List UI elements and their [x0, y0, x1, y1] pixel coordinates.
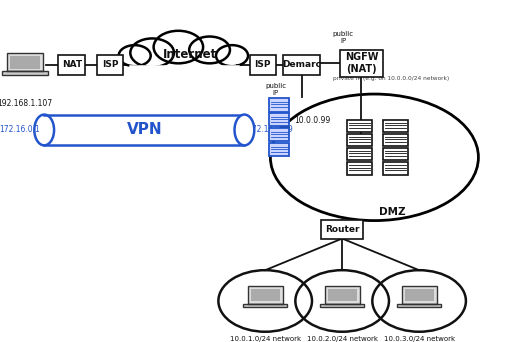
Text: Demarc: Demarc — [282, 61, 321, 69]
Text: private IP (e.g. on 10.0.0.0/24 network): private IP (e.g. on 10.0.0.0/24 network) — [333, 76, 449, 81]
FancyBboxPatch shape — [321, 220, 363, 239]
Circle shape — [119, 45, 151, 66]
Text: ISP: ISP — [254, 61, 271, 69]
FancyBboxPatch shape — [44, 115, 244, 145]
FancyBboxPatch shape — [97, 55, 123, 75]
FancyBboxPatch shape — [347, 148, 372, 160]
FancyBboxPatch shape — [10, 56, 40, 69]
Text: Router: Router — [325, 225, 359, 234]
FancyBboxPatch shape — [269, 113, 289, 127]
FancyBboxPatch shape — [347, 162, 372, 174]
Circle shape — [153, 31, 203, 63]
Circle shape — [216, 45, 248, 66]
Text: DMZ: DMZ — [379, 207, 406, 217]
FancyBboxPatch shape — [248, 287, 283, 304]
FancyBboxPatch shape — [328, 289, 357, 302]
FancyBboxPatch shape — [2, 71, 48, 75]
Circle shape — [189, 37, 230, 63]
FancyBboxPatch shape — [251, 289, 280, 302]
Ellipse shape — [235, 115, 254, 145]
Text: ISP: ISP — [102, 61, 119, 69]
FancyBboxPatch shape — [347, 120, 372, 132]
Text: 10.0.0.99: 10.0.0.99 — [294, 116, 331, 125]
FancyBboxPatch shape — [243, 304, 288, 307]
FancyBboxPatch shape — [320, 304, 364, 307]
FancyBboxPatch shape — [269, 98, 289, 111]
Text: VPN: VPN — [126, 122, 162, 137]
FancyBboxPatch shape — [250, 55, 276, 75]
Text: 172.16.0.99: 172.16.0.99 — [247, 126, 293, 134]
Text: 172.16.0.1: 172.16.0.1 — [0, 126, 40, 134]
Text: public
IP: public IP — [265, 83, 286, 96]
Text: 192.168.1.107: 192.168.1.107 — [0, 99, 53, 108]
Text: NGFW
(NAT): NGFW (NAT) — [345, 52, 378, 74]
FancyBboxPatch shape — [383, 162, 408, 174]
Text: NAT: NAT — [62, 61, 82, 69]
Text: Internet: Internet — [163, 48, 217, 61]
FancyBboxPatch shape — [397, 304, 441, 307]
FancyBboxPatch shape — [340, 50, 383, 77]
FancyBboxPatch shape — [324, 287, 360, 304]
FancyBboxPatch shape — [7, 53, 43, 71]
FancyBboxPatch shape — [401, 287, 437, 304]
FancyBboxPatch shape — [269, 143, 289, 156]
Text: 10.0.3.0/24 network: 10.0.3.0/24 network — [384, 336, 454, 342]
Text: 10.0.2.0/24 network: 10.0.2.0/24 network — [307, 336, 378, 342]
FancyBboxPatch shape — [383, 148, 408, 160]
Ellipse shape — [34, 115, 54, 145]
FancyBboxPatch shape — [383, 134, 408, 146]
FancyBboxPatch shape — [132, 50, 237, 68]
FancyBboxPatch shape — [383, 120, 408, 132]
Circle shape — [131, 38, 174, 67]
FancyBboxPatch shape — [283, 55, 320, 75]
Text: public
IP: public IP — [333, 31, 354, 44]
FancyBboxPatch shape — [58, 55, 85, 75]
FancyBboxPatch shape — [405, 289, 434, 302]
FancyBboxPatch shape — [347, 134, 372, 146]
FancyBboxPatch shape — [269, 128, 289, 142]
Text: 10.0.1.0/24 network: 10.0.1.0/24 network — [230, 336, 301, 342]
